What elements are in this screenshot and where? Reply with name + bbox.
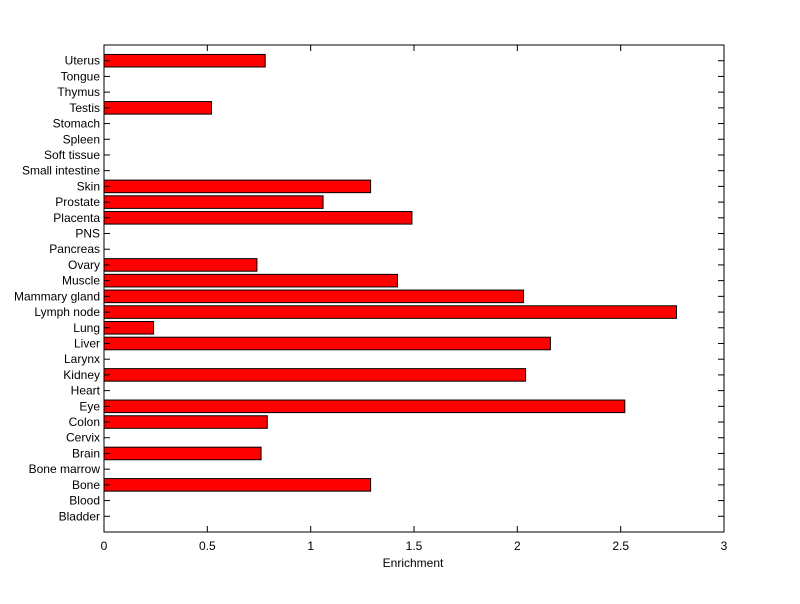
y-tick-label: Spleen — [63, 132, 100, 146]
bar-eye — [103, 399, 626, 414]
x-tick-label: 0.5 — [199, 539, 216, 553]
x-tick-label: 1.5 — [406, 539, 423, 553]
y-tick-label: Cervix — [66, 431, 100, 445]
y-tick-label: Colon — [69, 415, 100, 429]
y-tick-label: Brain — [72, 446, 100, 460]
y-tick-label: Kidney — [63, 368, 100, 382]
bar-bone — [103, 478, 372, 492]
bar-lymph-node — [103, 305, 677, 319]
x-tick-labels: 0 0.5 1 1.5 2 2.5 3 — [101, 539, 728, 553]
y-tick-label: Uterus — [65, 54, 100, 68]
y-tick-label: Muscle — [62, 274, 100, 288]
bar-placenta — [103, 211, 413, 225]
y-tick-label: Eye — [79, 399, 100, 413]
y-tick-label: Blood — [69, 494, 100, 508]
bar-colon — [103, 415, 268, 429]
y-tick-label: Larynx — [64, 352, 100, 366]
bar-lung — [103, 320, 155, 335]
y-tick-label: Ovary — [68, 258, 100, 272]
bar-brain — [103, 446, 262, 461]
y-tick-label: Stomach — [53, 117, 100, 131]
y-tick-label: Bladder — [59, 509, 100, 523]
y-tick-label: Lymph node — [34, 305, 100, 319]
y-tick-label: Pancreas — [49, 242, 100, 256]
bar-kidney — [103, 368, 527, 382]
y-tick-label: Prostate — [55, 195, 100, 209]
y-tick-label: Lung — [73, 321, 100, 335]
y-tick-label: Thymus — [57, 85, 100, 99]
y-tick-label: Liver — [74, 336, 100, 350]
bar-skin — [103, 179, 372, 194]
y-tick-label: Mammary gland — [14, 289, 100, 303]
x-tick-label: 1 — [307, 539, 314, 553]
y-tick-label: Skin — [77, 179, 100, 193]
y-tick-label: Bone — [72, 478, 100, 492]
x-tick-label: 3 — [721, 539, 728, 553]
bar-ovary — [103, 258, 258, 272]
bar-prostate — [103, 195, 324, 209]
y-tick-label: Bone marrow — [29, 462, 101, 476]
y-tick-label: Tongue — [61, 69, 101, 83]
x-tick-label: 2 — [514, 539, 521, 553]
x-tick-label: 2.5 — [612, 539, 629, 553]
y-tick-label: PNS — [75, 227, 100, 241]
y-tick-label: Small intestine — [22, 164, 100, 178]
bar-muscle — [103, 273, 398, 288]
bar-uterus — [103, 53, 266, 68]
y-tick-label: Testis — [69, 101, 100, 115]
bar-liver — [103, 336, 551, 351]
y-tick-label: Heart — [71, 384, 101, 398]
y-tick-label: Soft tissue — [44, 148, 100, 162]
x-axis-label: Enrichment — [383, 556, 444, 570]
plot-frame — [103, 44, 725, 533]
x-tick-label: 0 — [101, 539, 108, 553]
bar-mammary-gland — [103, 289, 525, 304]
bar-testis — [103, 101, 212, 115]
y-tick-label: Placenta — [53, 211, 100, 225]
